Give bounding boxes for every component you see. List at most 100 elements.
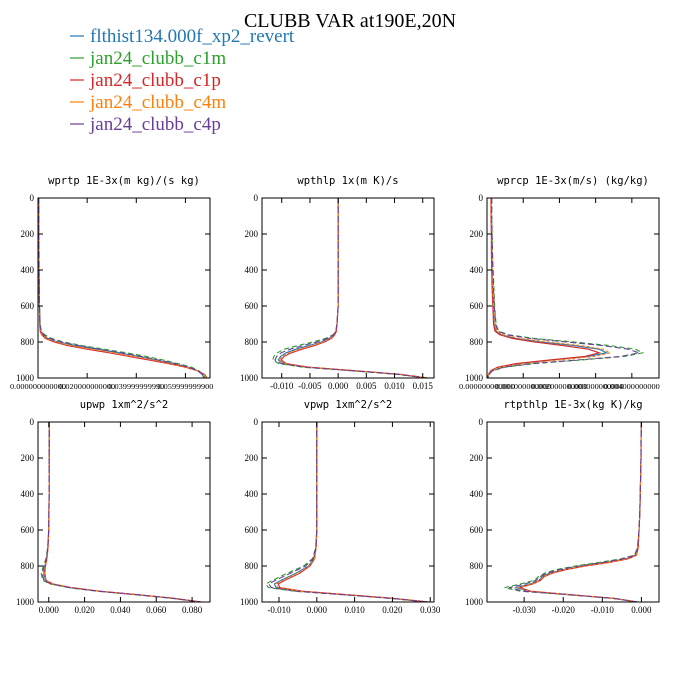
x-tick-label: 0.000000000000 (10, 382, 66, 391)
series-line-jan24-clubb-c1m (38, 198, 206, 378)
x-tick-label: 0.003000000000 (568, 382, 624, 391)
x-tick-label: 0.004000000000 (604, 382, 660, 391)
plot-frame (486, 197, 660, 379)
y-tick-label: 800 (21, 561, 35, 571)
series-line-jan24-clubb-c4p (38, 198, 206, 378)
y-tick-label: 200 (470, 229, 484, 239)
series-group (40, 422, 202, 602)
y-tick-label: 800 (470, 561, 484, 571)
y-tick-label: 1000 (465, 597, 484, 607)
panel-title: rtpthlp 1E-3x(kg K)/kg (503, 399, 642, 411)
y-tick-label: 1000 (16, 373, 35, 383)
x-tick-label: -0.010 (591, 605, 615, 615)
y-tick-label: 200 (245, 229, 259, 239)
x-tick-label: -0.010 (267, 605, 291, 615)
chart-panel: wpthlp 1x(m K)/s 0 200 400 600 800 1000 -0.010-… (240, 175, 435, 391)
series-group (272, 198, 429, 378)
x-tick-label: 0.059999999900 (157, 382, 213, 391)
x-tick-label: 0.020 (382, 605, 403, 615)
x-tick-label: 0.001000000000 (495, 382, 551, 391)
y-tick-label: 400 (245, 265, 259, 275)
y-tick-label: 400 (21, 489, 35, 499)
y-tick-label: 600 (245, 301, 259, 311)
y-tick-label: 600 (470, 525, 484, 535)
y-tick-label: 400 (21, 265, 35, 275)
legend-label: jan24_clubb_c1p (89, 70, 221, 91)
series-line-jan24-clubb-c4m (487, 198, 612, 378)
plot-frame (261, 421, 435, 603)
y-tick-label: 200 (470, 453, 484, 463)
y-tick-label: 600 (245, 525, 259, 535)
legend-label: jan24_clubb_c4m (89, 92, 226, 113)
panel-title: wprcp 1E-3x(m/s) (kg/kg) (497, 175, 649, 187)
plot-frame (486, 421, 660, 603)
panels: wprtp 1E-3x(m kg)/(s kg) 0 200 400 600 800 100… (10, 175, 660, 615)
x-tick-label: 0.010 (384, 381, 405, 391)
y-tick-label: 0 (479, 193, 484, 203)
y-tick-label: 1000 (240, 597, 259, 607)
panel-title: wpthlp 1x(m K)/s (297, 175, 398, 187)
legend-label: jan24_clubb_c1m (89, 48, 226, 69)
x-tick-label: -0.030 (513, 605, 537, 615)
series-line-jan24-clubb-c4m (38, 198, 207, 378)
y-tick-label: 400 (470, 489, 484, 499)
y-tick-label: 200 (21, 453, 35, 463)
x-tick-label: -0.020 (552, 605, 576, 615)
y-tick-label: 0 (479, 417, 484, 427)
x-tick-label: 0.060 (146, 605, 167, 615)
y-tick-label: 0 (30, 417, 35, 427)
y-tick-label: 600 (21, 525, 35, 535)
series-group (264, 422, 430, 602)
y-tick-label: 600 (470, 301, 484, 311)
y-tick-label: 0 (254, 417, 259, 427)
series-line-jan24-clubb-c4p (41, 422, 201, 602)
y-tick-label: 800 (470, 337, 484, 347)
x-tick-label: 0.000 (307, 605, 328, 615)
x-tick-label: 0.040 (110, 605, 131, 615)
plot-frame (261, 197, 435, 379)
series-line-jan24-clubb-c4p (274, 198, 427, 378)
figure-title: CLUBB VAR at190E,20N (244, 10, 456, 32)
x-tick-label: 0.000 (631, 605, 652, 615)
series-line-jan24-clubb-c1m (504, 422, 642, 602)
x-tick-label: 0.000 (39, 605, 60, 615)
series-group (487, 198, 645, 378)
panel-title: wprtp 1E-3x(m kg)/(s kg) (48, 175, 200, 187)
legend-label: jan24_clubb_c4p (89, 114, 221, 135)
chart-panel: vpwp 1xm^2/s^2 0 200 400 600 800 1000 -0.010 0.0… (240, 399, 441, 615)
x-tick-label: 0.015 (413, 381, 434, 391)
x-tick-label: 0.039999999990 (108, 382, 164, 391)
series-line-jan24-clubb-c4p (509, 422, 642, 602)
legend-label: flthist134.000f_xp2_revert (90, 26, 295, 47)
y-tick-label: 400 (245, 489, 259, 499)
x-tick-label: 0.005 (356, 381, 377, 391)
y-tick-label: 1000 (465, 373, 484, 383)
series-line-jan24-clubb-c4m (43, 422, 202, 602)
x-tick-label: 0.000 (328, 381, 349, 391)
y-tick-label: 800 (245, 561, 259, 571)
x-tick-label: 0.010 (344, 605, 365, 615)
series-line-jan24-clubb-c4p (267, 422, 429, 602)
series-group (504, 422, 642, 602)
y-tick-label: 400 (470, 265, 484, 275)
series-line-jan24-clubb-c4p (487, 198, 642, 378)
series-group (38, 198, 208, 378)
x-tick-label: -0.005 (298, 381, 322, 391)
panel-title: upwp 1xm^2/s^2 (80, 399, 169, 411)
series-line-jan24-clubb-c1p (487, 198, 602, 378)
y-tick-label: 200 (21, 229, 35, 239)
chart-panel: wprtp 1E-3x(m kg)/(s kg) 0 200 400 600 800 100… (10, 175, 214, 391)
chart-panel: wprcp 1E-3x(m/s) (kg/kg) 0 200 400 600 800 100… (459, 175, 660, 391)
chart-panel: upwp 1xm^2/s^2 0 200 400 600 800 1000 0.000 0.02… (16, 399, 211, 615)
y-tick-label: 0 (30, 193, 35, 203)
legend: flthist134.000f_xp2_revertjan24_clubb_c1… (70, 26, 295, 135)
series-line-jan24-clubb-c4m (516, 422, 642, 602)
y-tick-label: 200 (245, 453, 259, 463)
y-tick-label: 800 (245, 337, 259, 347)
plot-frame (37, 421, 211, 603)
x-tick-label: 0.002000000000 (531, 382, 587, 391)
x-tick-label: 0.020000000000 (59, 382, 115, 391)
x-tick-label: -0.010 (270, 381, 294, 391)
